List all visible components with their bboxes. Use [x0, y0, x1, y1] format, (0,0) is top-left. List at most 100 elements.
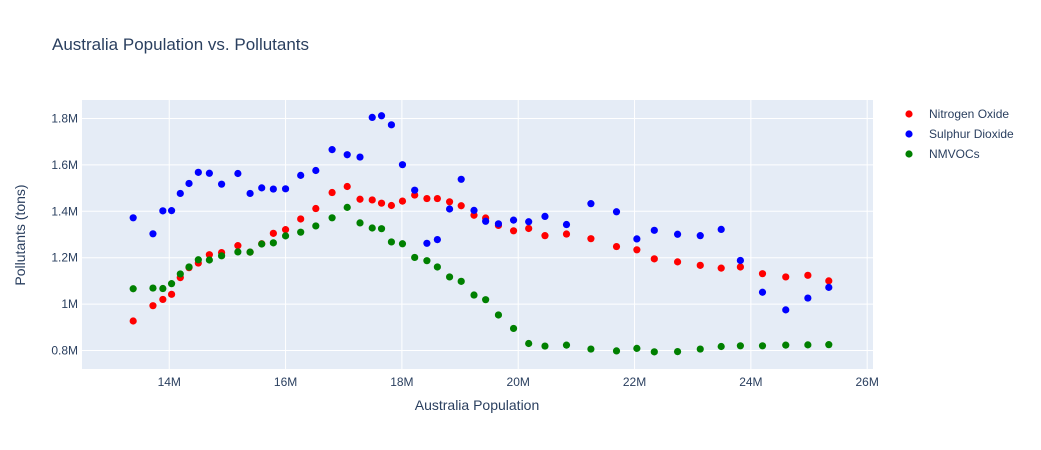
- point-nitrogen-oxide[interactable]: [717, 264, 725, 272]
- point-nmvocs[interactable]: [541, 342, 549, 350]
- point-nmvocs[interactable]: [328, 214, 336, 222]
- point-nitrogen-oxide[interactable]: [541, 232, 549, 240]
- point-sulphur-dioxide[interactable]: [482, 217, 490, 225]
- point-sulphur-dioxide[interactable]: [167, 207, 176, 215]
- point-nmvocs[interactable]: [525, 339, 533, 348]
- point-sulphur-dioxide[interactable]: [445, 205, 454, 213]
- point-sulphur-dioxide[interactable]: [825, 283, 833, 291]
- point-nitrogen-oxide[interactable]: [758, 270, 767, 278]
- point-nmvocs[interactable]: [717, 342, 725, 351]
- point-nitrogen-oxide[interactable]: [234, 242, 242, 250]
- point-sulphur-dioxide[interactable]: [433, 236, 441, 244]
- point-nmvocs[interactable]: [398, 240, 407, 248]
- point-nmvocs[interactable]: [194, 256, 202, 264]
- point-nmvocs[interactable]: [269, 239, 277, 247]
- point-nmvocs[interactable]: [149, 284, 157, 292]
- point-sulphur-dioxide[interactable]: [343, 151, 351, 159]
- point-nmvocs[interactable]: [650, 348, 658, 356]
- point-nitrogen-oxide[interactable]: [387, 201, 396, 210]
- point-sulphur-dioxide[interactable]: [494, 220, 503, 228]
- point-nmvocs[interactable]: [205, 256, 213, 264]
- legend-item-sulphur-dioxide[interactable]: Sulphur Dioxide: [905, 127, 1014, 141]
- point-nitrogen-oxide[interactable]: [297, 215, 305, 223]
- point-nitrogen-oxide[interactable]: [343, 182, 351, 191]
- point-sulphur-dioxide[interactable]: [368, 113, 376, 121]
- point-nmvocs[interactable]: [782, 341, 790, 349]
- point-sulphur-dioxide[interactable]: [149, 230, 157, 238]
- point-nmvocs[interactable]: [445, 273, 454, 281]
- point-nitrogen-oxide[interactable]: [633, 246, 641, 254]
- point-sulphur-dioxide[interactable]: [541, 212, 549, 221]
- point-nitrogen-oxide[interactable]: [525, 224, 533, 233]
- point-nitrogen-oxide[interactable]: [804, 271, 812, 279]
- point-nitrogen-oxide[interactable]: [159, 295, 167, 304]
- point-nmvocs[interactable]: [423, 257, 431, 265]
- point-nitrogen-oxide[interactable]: [149, 302, 157, 310]
- point-nitrogen-oxide[interactable]: [825, 277, 833, 285]
- point-sulphur-dioxide[interactable]: [194, 168, 202, 176]
- point-nmvocs[interactable]: [129, 285, 137, 293]
- point-nmvocs[interactable]: [587, 345, 595, 353]
- point-sulphur-dioxide[interactable]: [185, 179, 193, 188]
- point-sulphur-dioxide[interactable]: [129, 214, 137, 222]
- point-nitrogen-oxide[interactable]: [612, 242, 621, 251]
- point-sulphur-dioxide[interactable]: [758, 288, 767, 296]
- point-nitrogen-oxide[interactable]: [509, 227, 518, 235]
- point-nitrogen-oxide[interactable]: [398, 197, 407, 205]
- point-nmvocs[interactable]: [377, 225, 386, 233]
- point-nmvocs[interactable]: [457, 277, 465, 285]
- point-sulphur-dioxide[interactable]: [470, 206, 478, 214]
- point-nmvocs[interactable]: [825, 341, 833, 349]
- point-nitrogen-oxide[interactable]: [377, 199, 386, 207]
- point-nmvocs[interactable]: [159, 284, 167, 293]
- point-nmvocs[interactable]: [281, 232, 290, 240]
- point-nitrogen-oxide[interactable]: [673, 258, 682, 266]
- point-nmvocs[interactable]: [411, 253, 419, 262]
- point-sulphur-dioxide[interactable]: [258, 184, 266, 192]
- point-nmvocs[interactable]: [246, 248, 254, 256]
- point-nmvocs[interactable]: [312, 222, 320, 230]
- point-sulphur-dioxide[interactable]: [377, 112, 386, 120]
- point-nitrogen-oxide[interactable]: [736, 263, 744, 271]
- point-sulphur-dioxide[interactable]: [234, 169, 242, 178]
- point-sulphur-dioxide[interactable]: [525, 218, 533, 226]
- point-sulphur-dioxide[interactable]: [398, 161, 407, 169]
- point-sulphur-dioxide[interactable]: [246, 189, 254, 198]
- point-nmvocs[interactable]: [167, 280, 176, 288]
- point-sulphur-dioxide[interactable]: [587, 200, 595, 208]
- point-sulphur-dioxide[interactable]: [423, 239, 431, 247]
- point-nitrogen-oxide[interactable]: [696, 261, 704, 269]
- point-sulphur-dioxide[interactable]: [782, 306, 790, 314]
- point-nitrogen-oxide[interactable]: [423, 194, 431, 203]
- point-nmvocs[interactable]: [482, 296, 490, 304]
- point-nmvocs[interactable]: [612, 347, 621, 355]
- point-nmvocs[interactable]: [673, 348, 682, 356]
- point-nmvocs[interactable]: [387, 238, 396, 246]
- point-nitrogen-oxide[interactable]: [782, 273, 790, 281]
- point-nitrogen-oxide[interactable]: [562, 230, 571, 238]
- point-nitrogen-oxide[interactable]: [167, 290, 176, 298]
- point-sulphur-dioxide[interactable]: [717, 225, 725, 233]
- point-sulphur-dioxide[interactable]: [457, 175, 465, 183]
- point-sulphur-dioxide[interactable]: [312, 166, 320, 175]
- point-nitrogen-oxide[interactable]: [356, 195, 364, 203]
- point-nmvocs[interactable]: [470, 291, 478, 299]
- point-sulphur-dioxide[interactable]: [269, 185, 277, 193]
- point-nmvocs[interactable]: [433, 263, 441, 271]
- point-sulphur-dioxide[interactable]: [387, 121, 396, 129]
- point-nitrogen-oxide[interactable]: [281, 226, 290, 234]
- point-nmvocs[interactable]: [494, 311, 503, 319]
- point-nmvocs[interactable]: [736, 342, 744, 350]
- point-sulphur-dioxide[interactable]: [411, 186, 419, 194]
- point-nitrogen-oxide[interactable]: [312, 204, 320, 213]
- point-sulphur-dioxide[interactable]: [176, 189, 184, 198]
- point-sulphur-dioxide[interactable]: [159, 207, 167, 215]
- point-nmvocs[interactable]: [368, 224, 376, 232]
- point-nitrogen-oxide[interactable]: [433, 194, 441, 203]
- legend-item-nitrogen-oxide[interactable]: Nitrogen Oxide: [905, 107, 1009, 121]
- point-nmvocs[interactable]: [297, 228, 305, 236]
- point-sulphur-dioxide[interactable]: [673, 230, 682, 238]
- point-nitrogen-oxide[interactable]: [129, 317, 137, 325]
- point-nmvocs[interactable]: [804, 341, 812, 349]
- point-nmvocs[interactable]: [234, 248, 242, 256]
